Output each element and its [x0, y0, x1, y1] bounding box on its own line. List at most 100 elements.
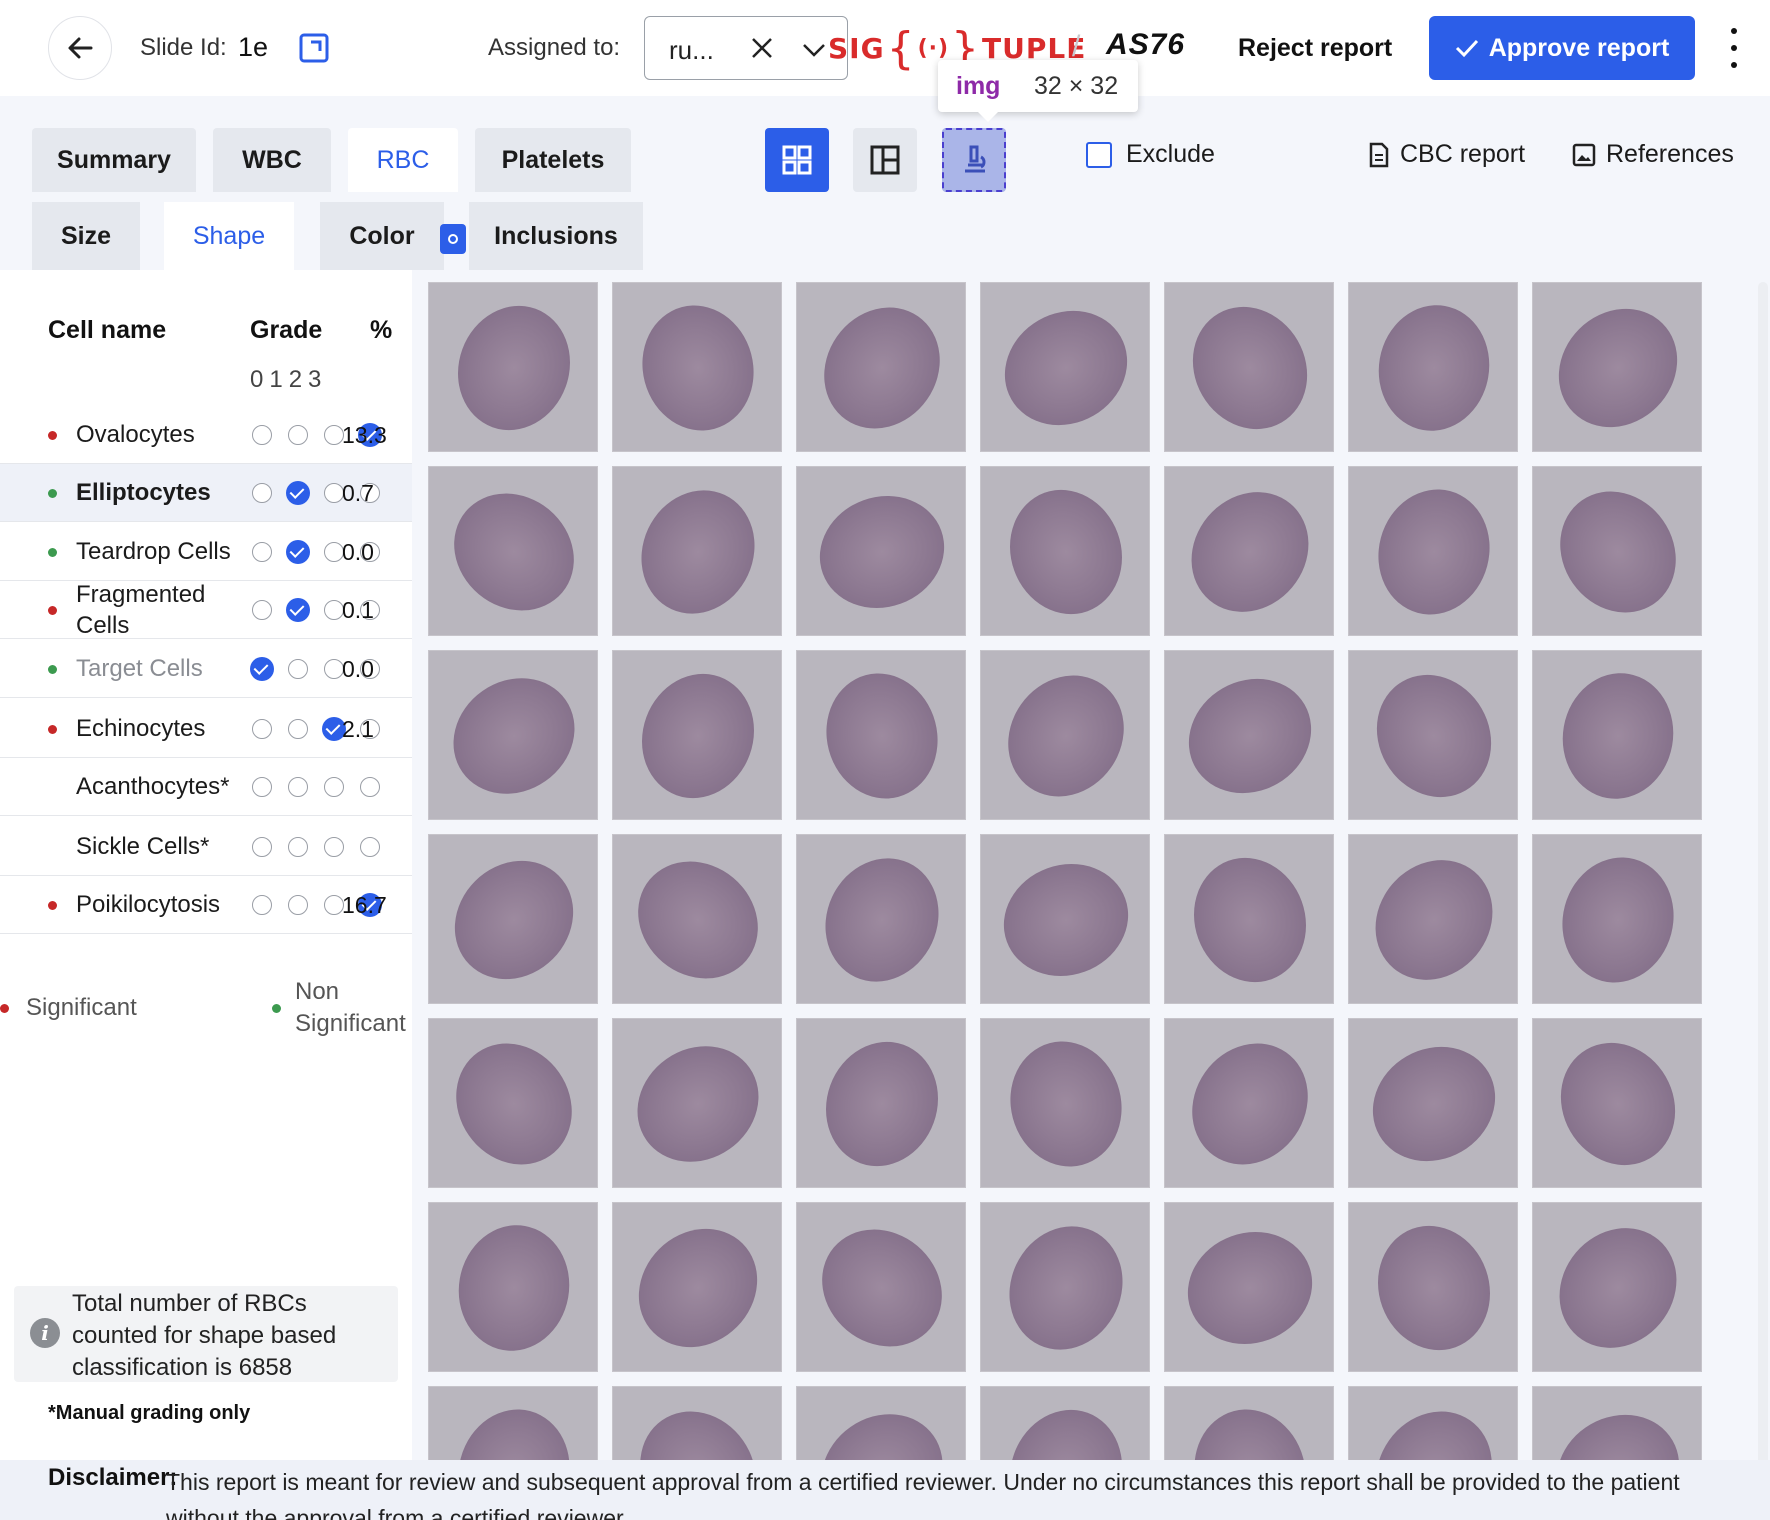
cell-image-tile[interactable]	[1532, 834, 1702, 1004]
tab-summary[interactable]: Summary	[32, 128, 196, 192]
cell-image-tile[interactable]	[1164, 650, 1334, 820]
table-row[interactable]: Elliptocytes 0.7	[0, 464, 412, 522]
cell-image-tile[interactable]	[612, 466, 782, 636]
grade-0-radio[interactable]	[252, 837, 272, 857]
grade-0-radio[interactable]	[252, 719, 272, 739]
exclude-checkbox[interactable]: Exclude	[1086, 140, 1215, 169]
subtab-color[interactable]: Color	[320, 202, 444, 270]
table-row[interactable]: Echinocytes 2.1	[0, 700, 412, 758]
tab-platelets[interactable]: Platelets	[475, 128, 631, 192]
grade-0-radio[interactable]	[252, 600, 272, 620]
tab-rbc[interactable]: RBC	[348, 128, 458, 192]
grade-0-radio[interactable]	[252, 483, 272, 503]
cell-image-tile[interactable]	[1532, 1386, 1702, 1460]
cell-image-tile[interactable]	[428, 466, 598, 636]
cell-image-tile[interactable]	[612, 1386, 782, 1460]
grade-1-radio[interactable]	[288, 425, 308, 445]
cell-image-tile[interactable]	[1164, 1202, 1334, 1372]
color-settings-icon[interactable]	[440, 224, 466, 254]
grade-1-radio[interactable]	[286, 598, 310, 622]
cell-image-tile[interactable]	[612, 1018, 782, 1188]
cell-image-tile[interactable]	[428, 282, 598, 452]
cell-image-tile[interactable]	[612, 1202, 782, 1372]
cell-image-tile[interactable]	[1532, 1018, 1702, 1188]
grade-1-radio[interactable]	[288, 659, 308, 679]
cell-image-tile[interactable]	[1164, 1386, 1334, 1460]
approve-report-button[interactable]: Approve report	[1429, 16, 1695, 80]
table-row[interactable]: Teardrop Cells 0.0	[0, 523, 412, 581]
cell-image-tile[interactable]	[428, 1386, 598, 1460]
subtab-size[interactable]: Size	[32, 202, 140, 270]
chevron-down-icon[interactable]	[801, 37, 827, 63]
cell-image-tile[interactable]	[796, 466, 966, 636]
table-row[interactable]: Ovalocytes 13.3	[0, 406, 412, 464]
cell-image-tile[interactable]	[796, 834, 966, 1004]
reject-report-button[interactable]: Reject report	[1238, 34, 1392, 63]
grade-1-radio[interactable]	[286, 540, 310, 564]
cell-image-tile[interactable]	[1164, 1018, 1334, 1188]
grade-2-radio[interactable]	[324, 895, 344, 915]
cell-image-tile[interactable]	[428, 834, 598, 1004]
back-button[interactable]	[48, 16, 112, 80]
cell-image-tile[interactable]	[1164, 466, 1334, 636]
more-menu-icon[interactable]	[1722, 28, 1746, 68]
subtab-shape[interactable]: Shape	[164, 202, 294, 270]
cell-image-tile[interactable]	[796, 650, 966, 820]
cbc-report-button[interactable]: CBC report	[1368, 140, 1525, 169]
table-row[interactable]: Acanthocytes*	[0, 758, 412, 816]
cell-image-tile[interactable]	[980, 650, 1150, 820]
cell-image-tile[interactable]	[1348, 834, 1518, 1004]
cell-image-tile[interactable]	[980, 834, 1150, 1004]
cell-image-tile[interactable]	[428, 650, 598, 820]
table-row[interactable]: Sickle Cells*	[0, 818, 412, 876]
cell-image-tile[interactable]	[796, 1386, 966, 1460]
microscope-view-button[interactable]	[942, 128, 1006, 192]
table-row[interactable]: Poikilocytosis 16.7	[0, 876, 412, 934]
cell-image-tile[interactable]	[796, 1202, 966, 1372]
grade-0-radio[interactable]	[252, 542, 272, 562]
split-view-button[interactable]	[853, 128, 917, 192]
cell-image-tile[interactable]	[1164, 834, 1334, 1004]
cell-image-tile[interactable]	[1348, 282, 1518, 452]
cell-image-tile[interactable]	[1348, 1202, 1518, 1372]
grade-2-radio[interactable]	[324, 542, 344, 562]
grade-2-radio[interactable]	[324, 425, 344, 445]
cell-image-tile[interactable]	[1164, 282, 1334, 452]
cell-image-tile[interactable]	[1532, 466, 1702, 636]
cell-image-tile[interactable]	[1532, 1202, 1702, 1372]
grade-2-radio[interactable]	[324, 483, 344, 503]
grade-0-radio[interactable]	[252, 777, 272, 797]
cell-image-tile[interactable]	[980, 282, 1150, 452]
cell-image-tile[interactable]	[612, 650, 782, 820]
cell-image-tile[interactable]	[980, 466, 1150, 636]
gallery-scrollbar[interactable]	[1758, 282, 1768, 1472]
grade-1-radio[interactable]	[288, 895, 308, 915]
clear-icon[interactable]	[747, 31, 777, 65]
cell-image-tile[interactable]	[1532, 282, 1702, 452]
cell-image-tile[interactable]	[428, 1018, 598, 1188]
grade-0-radio[interactable]	[252, 425, 272, 445]
references-button[interactable]: References	[1572, 140, 1734, 169]
grade-1-radio[interactable]	[286, 481, 310, 505]
cell-image-tile[interactable]	[428, 1202, 598, 1372]
grade-2-radio[interactable]	[324, 837, 344, 857]
cell-image-tile[interactable]	[1532, 650, 1702, 820]
assignee-select[interactable]: ru...	[644, 16, 848, 80]
cell-image-tile[interactable]	[612, 282, 782, 452]
cell-image-tile[interactable]	[1348, 466, 1518, 636]
cell-image-tile[interactable]	[980, 1386, 1150, 1460]
grid-view-button[interactable]	[765, 128, 829, 192]
grade-0-radio[interactable]	[250, 657, 274, 681]
grade-1-radio[interactable]	[288, 719, 308, 739]
table-row[interactable]: Target Cells 0.0	[0, 640, 412, 698]
cell-image-tile[interactable]	[796, 1018, 966, 1188]
grade-1-radio[interactable]	[288, 837, 308, 857]
cell-image-tile[interactable]	[980, 1018, 1150, 1188]
grade-3-radio[interactable]	[360, 837, 380, 857]
exclude-checkbox-box[interactable]	[1086, 142, 1112, 168]
cell-image-tile[interactable]	[1348, 650, 1518, 820]
grade-0-radio[interactable]	[252, 895, 272, 915]
cell-image-tile[interactable]	[1348, 1386, 1518, 1460]
grade-2-radio[interactable]	[324, 600, 344, 620]
grade-1-radio[interactable]	[288, 777, 308, 797]
